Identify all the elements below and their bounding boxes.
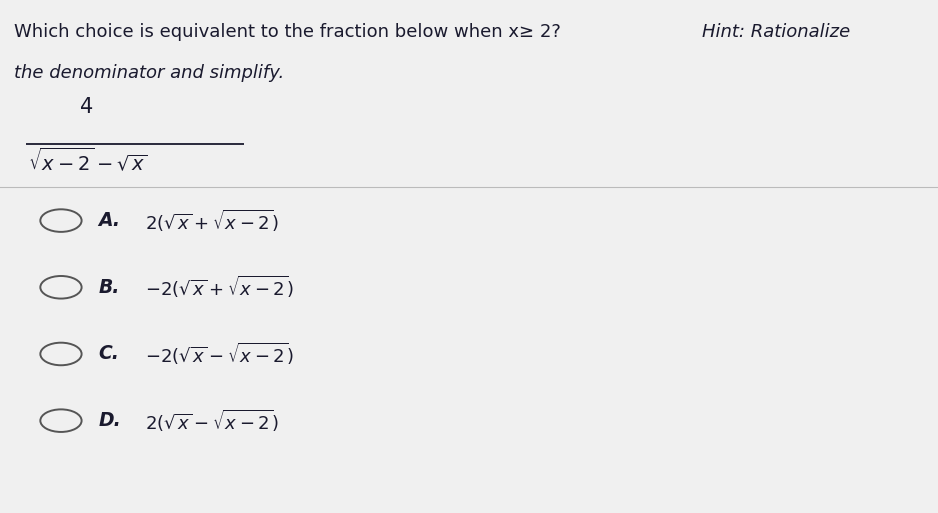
Text: C.: C. bbox=[98, 344, 119, 364]
Text: $-2(\sqrt{x}-\sqrt{x-2})$: $-2(\sqrt{x}-\sqrt{x-2})$ bbox=[145, 341, 295, 367]
Text: B.: B. bbox=[98, 278, 120, 297]
Text: $-2(\sqrt{x}+\sqrt{x-2})$: $-2(\sqrt{x}+\sqrt{x-2})$ bbox=[145, 274, 295, 300]
Text: A.: A. bbox=[98, 211, 120, 230]
Text: D.: D. bbox=[98, 411, 121, 430]
Text: Which choice is equivalent to the fraction below when x≥ 2?: Which choice is equivalent to the fracti… bbox=[14, 23, 572, 41]
Text: $\sqrt{x-2} - \sqrt{x}$: $\sqrt{x-2} - \sqrt{x}$ bbox=[28, 146, 147, 174]
Text: $2(\sqrt{x}-\sqrt{x-2})$: $2(\sqrt{x}-\sqrt{x-2})$ bbox=[145, 408, 280, 433]
Text: the denominator and simplify.: the denominator and simplify. bbox=[14, 64, 284, 82]
Text: Hint: Rationalize: Hint: Rationalize bbox=[702, 23, 850, 41]
Text: 4: 4 bbox=[80, 97, 93, 117]
Text: $2(\sqrt{x}+\sqrt{x-2})$: $2(\sqrt{x}+\sqrt{x-2})$ bbox=[145, 208, 280, 233]
